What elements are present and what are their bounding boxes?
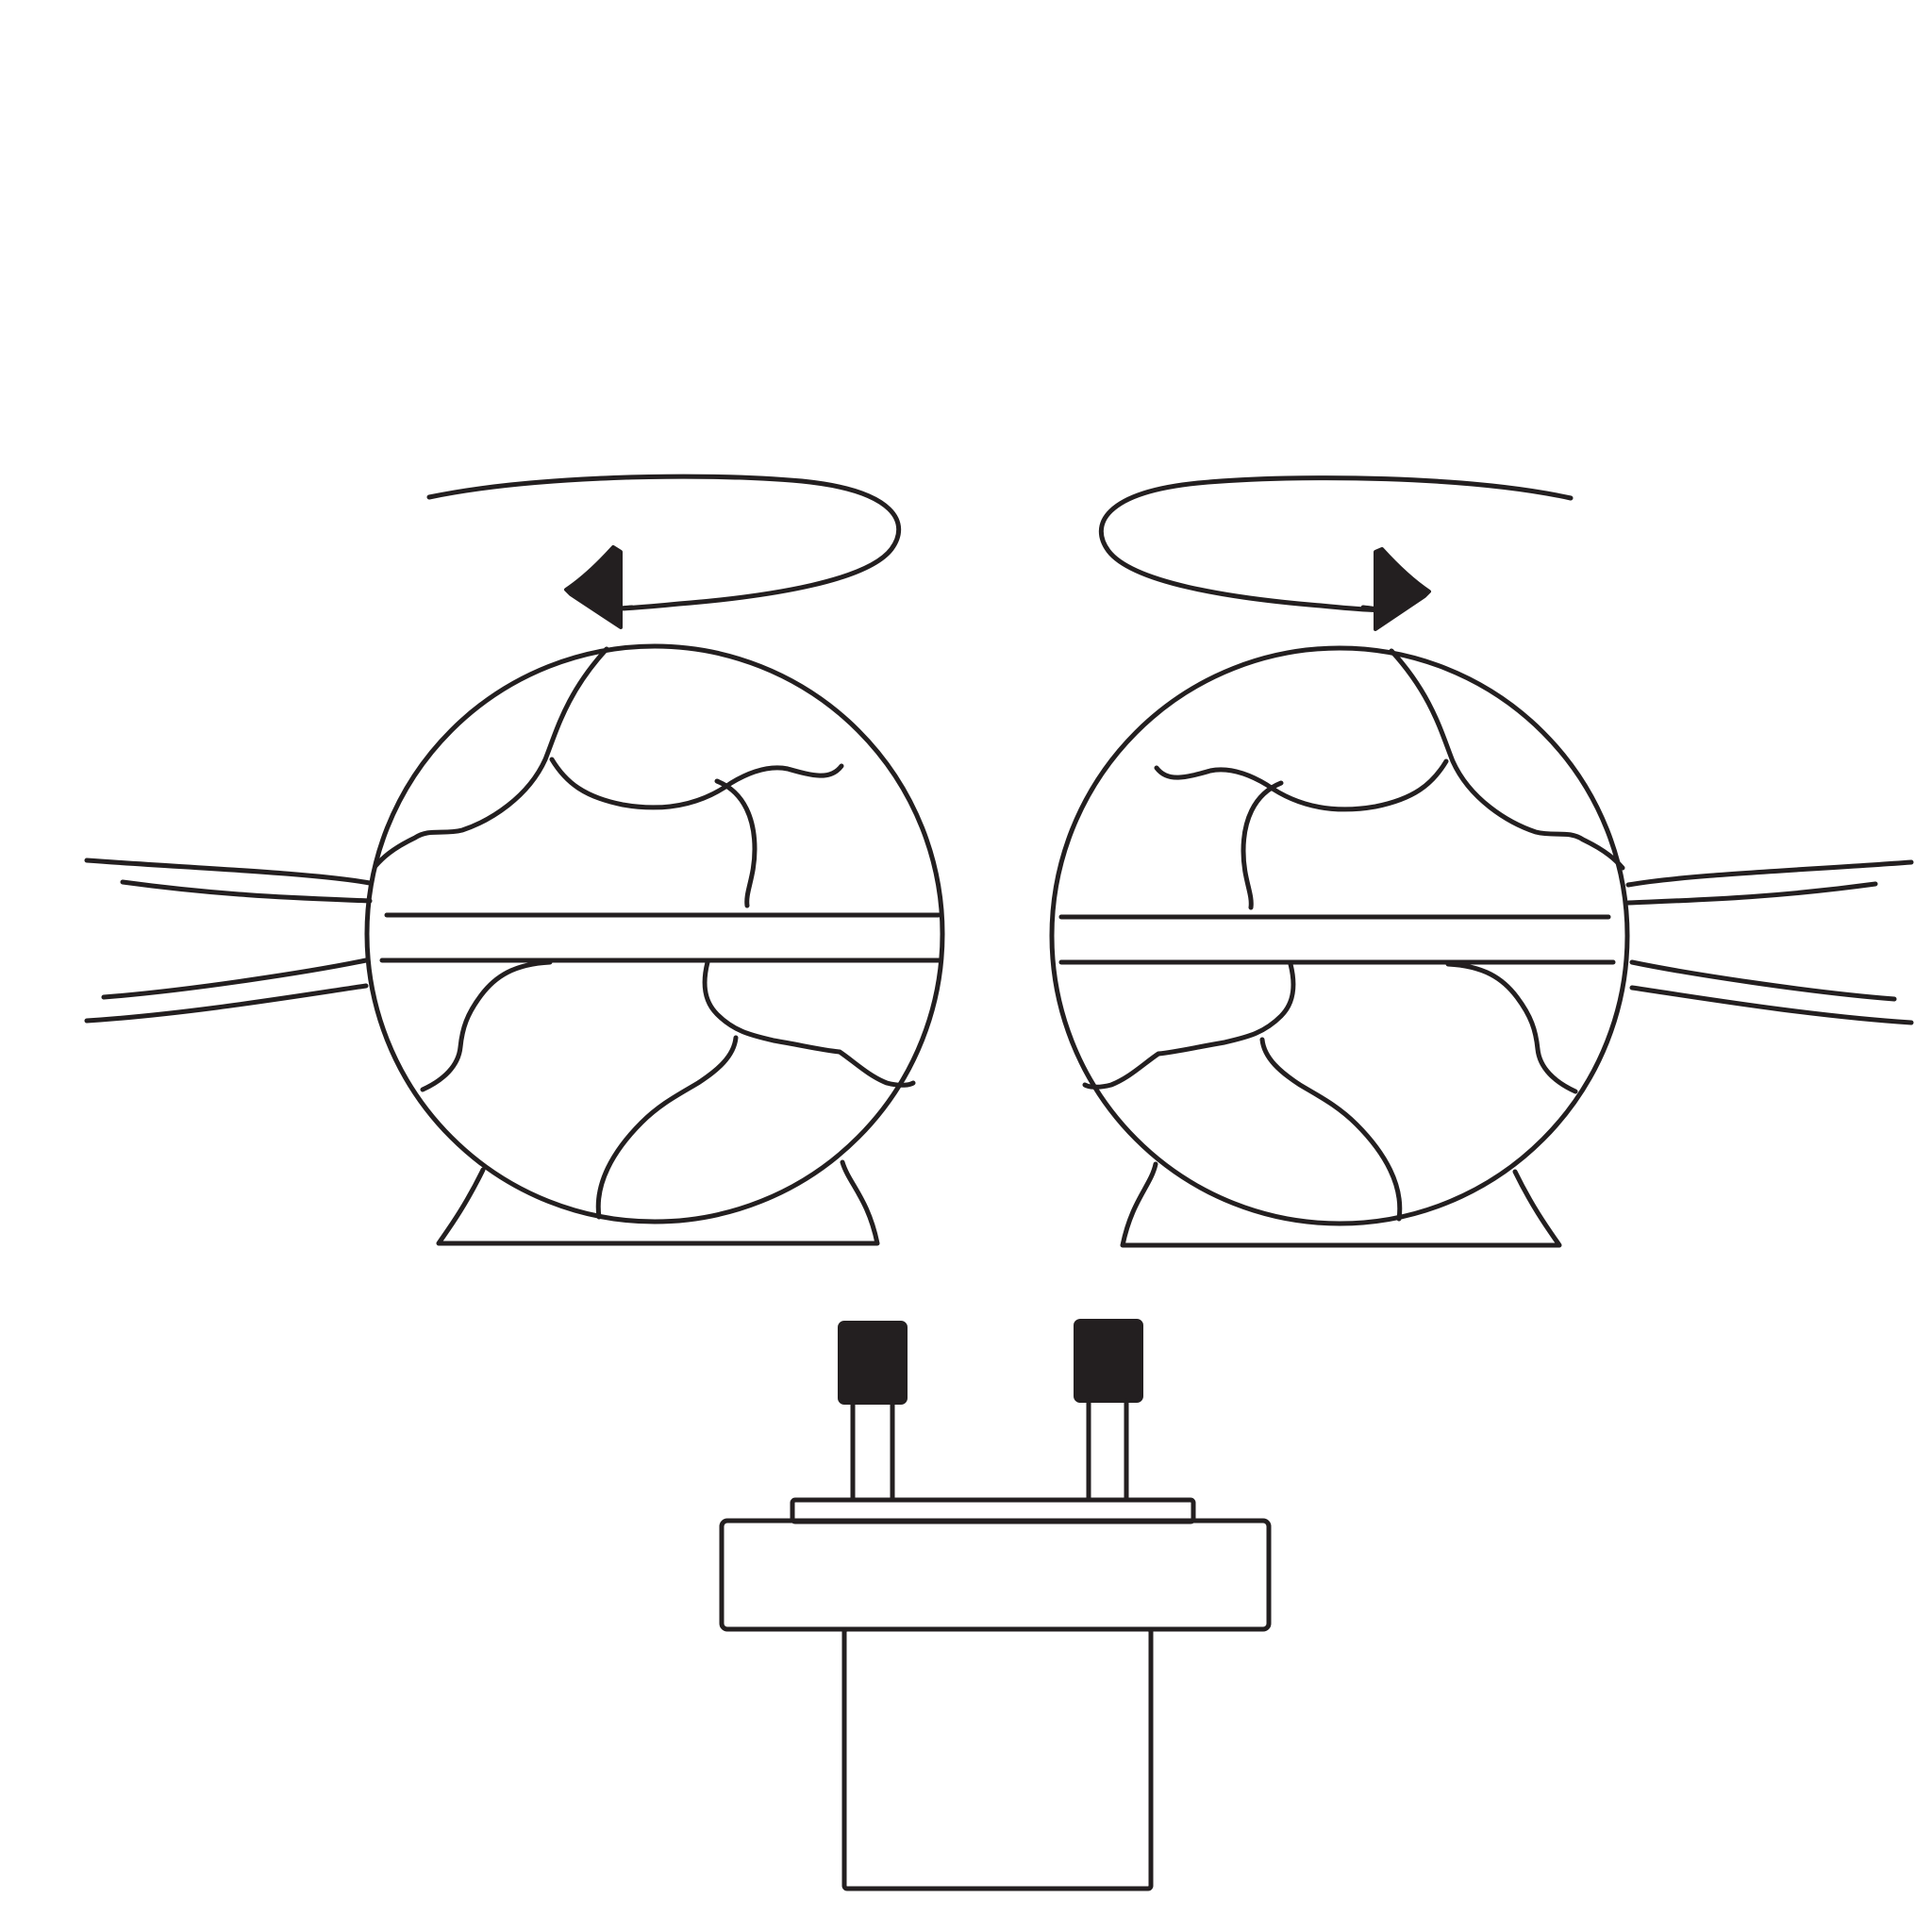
right-stand xyxy=(1120,1161,1562,1248)
left-sphere-assembly xyxy=(84,474,945,1246)
left-wisp-lower-1 xyxy=(101,958,369,1000)
right-wisp-lower-1 xyxy=(1629,959,1897,1002)
base-housing xyxy=(719,1518,1272,1632)
left-wisp-upper-1 xyxy=(84,858,373,886)
left-connector-post xyxy=(850,1400,895,1503)
left-wisp-upper-2 xyxy=(120,879,373,904)
right-connector-post xyxy=(1086,1398,1129,1503)
left-sphere xyxy=(84,643,945,1246)
left-rotation-arrow-icon xyxy=(426,474,902,629)
base-unit xyxy=(719,1319,1272,1891)
base-lower-box xyxy=(841,1626,1154,1891)
right-sphere-assembly xyxy=(1049,475,1914,1248)
right-wisp-upper-1 xyxy=(1625,859,1914,888)
left-wisp-lower-2 xyxy=(84,983,369,1024)
right-wisp-lower-2 xyxy=(1629,985,1914,1025)
right-wisp-upper-2 xyxy=(1625,881,1878,906)
left-connector-block xyxy=(838,1321,908,1405)
left-stand xyxy=(436,1159,880,1246)
right-connector-block xyxy=(1074,1319,1143,1403)
right-sphere xyxy=(1049,645,1914,1248)
right-rotation-arrow-icon xyxy=(1098,475,1574,631)
